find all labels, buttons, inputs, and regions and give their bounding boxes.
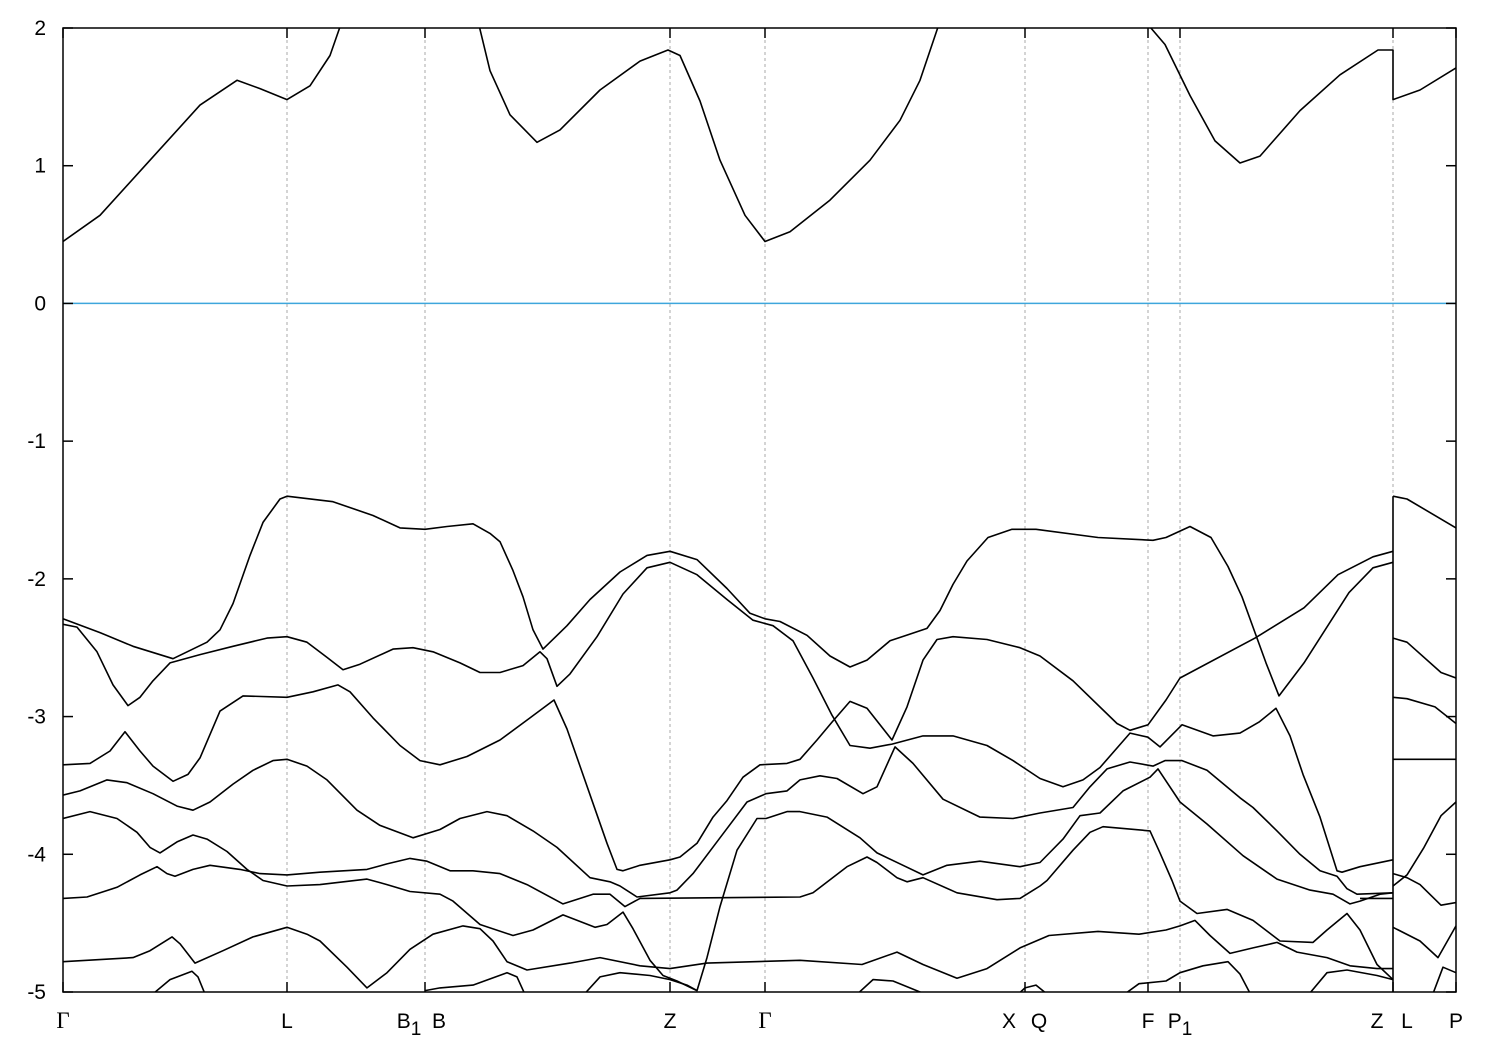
band-line	[1126, 960, 1251, 992]
band-line	[1392, 872, 1456, 907]
band-line	[1392, 696, 1456, 725]
x-tick-label: Q	[1031, 1010, 1047, 1033]
x-tick-label: L	[1401, 1010, 1413, 1033]
y-tick-label: 0	[34, 292, 46, 315]
x-tick-label: Z	[1371, 1010, 1384, 1033]
band-line	[63, 768, 1394, 992]
x-tick-label: L	[281, 1010, 293, 1033]
x-tick-label: F	[1142, 1010, 1155, 1033]
band-line	[63, 825, 1394, 981]
band-line	[1392, 801, 1456, 887]
band-line	[63, 561, 1394, 874]
x-tick-label: X	[1002, 1010, 1016, 1033]
band-line	[63, 28, 341, 243]
y-tick-label: -2	[27, 568, 46, 591]
y-tick-label: 1	[34, 155, 46, 178]
band-line	[1149, 28, 1456, 164]
x-tick-label: Γ	[758, 1008, 771, 1033]
x-tick-label: P1	[1168, 1010, 1193, 1040]
band-line	[63, 495, 1394, 697]
x-tick-label: Γ	[56, 1008, 69, 1033]
band-line	[1432, 966, 1456, 992]
x-tick-label: B	[432, 1010, 446, 1033]
band-line	[153, 970, 206, 992]
band-line	[1392, 495, 1456, 529]
x-tick-label: Z	[664, 1010, 677, 1033]
y-tick-label: 2	[34, 17, 46, 40]
band-line	[1392, 925, 1456, 959]
band-line	[478, 28, 939, 243]
band-line	[1019, 984, 1046, 992]
x-tick-label: P	[1449, 1010, 1463, 1033]
y-tick-label: -5	[27, 981, 46, 1004]
band-line	[1392, 637, 1456, 679]
band-line	[63, 919, 1393, 989]
band-line	[858, 978, 923, 992]
band-line	[63, 550, 1394, 872]
x-axis: Γ L B1 B Z Γ X Q F P1 Z L P	[56, 28, 1463, 1040]
band-line	[1309, 969, 1394, 992]
bands	[63, 28, 1456, 992]
band-line	[424, 971, 525, 992]
band-line	[63, 746, 1394, 898]
grid-lines	[286, 28, 1394, 992]
y-tick-label: -4	[27, 843, 46, 866]
x-tick-label: B1	[397, 1010, 422, 1040]
band-line	[585, 971, 698, 992]
y-tick-label: -3	[27, 706, 46, 729]
plot-frame	[62, 27, 1457, 993]
y-tick-label: -1	[27, 430, 46, 453]
y-axis: 2 1 0 -1 -2 -3 -4 -5	[27, 17, 1456, 1004]
